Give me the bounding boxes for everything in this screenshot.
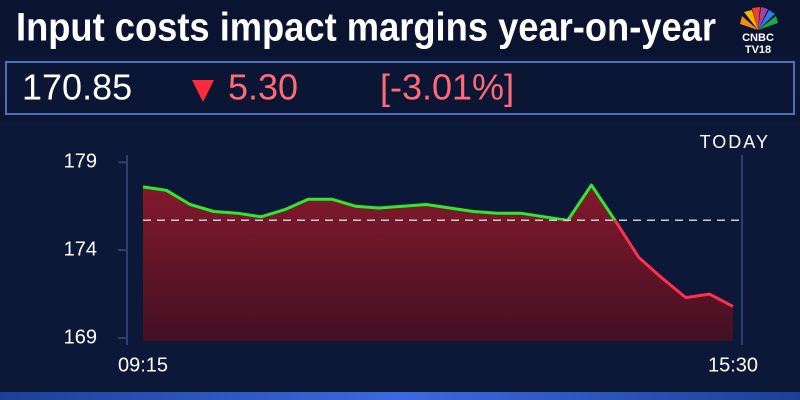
y-tick-label: 179 [64, 151, 97, 173]
logo-text: CNBC [742, 32, 774, 44]
headline: Input costs impact margins year-on-year [16, 6, 716, 50]
down-arrow [192, 80, 214, 102]
change: 5.30 [228, 67, 298, 108]
logo-text: TV18 [745, 44, 771, 56]
change-pct: [-3.01%] [380, 67, 514, 108]
y-tick-label: 174 [64, 238, 97, 260]
x-tick-label: 15:30 [708, 354, 758, 376]
line-above [142, 183, 617, 221]
footer-band [0, 392, 800, 400]
logo: CNBC TV18 [740, 7, 778, 56]
price: 170.85 [22, 67, 132, 108]
x-tick-label: 09:15 [118, 354, 168, 376]
ticker-bar [5, 61, 795, 115]
area [143, 185, 733, 341]
chart-label: TODAY [700, 132, 770, 152]
title-bar [0, 0, 800, 56]
y-tick-label: 169 [64, 326, 97, 348]
line-below [557, 220, 734, 308]
